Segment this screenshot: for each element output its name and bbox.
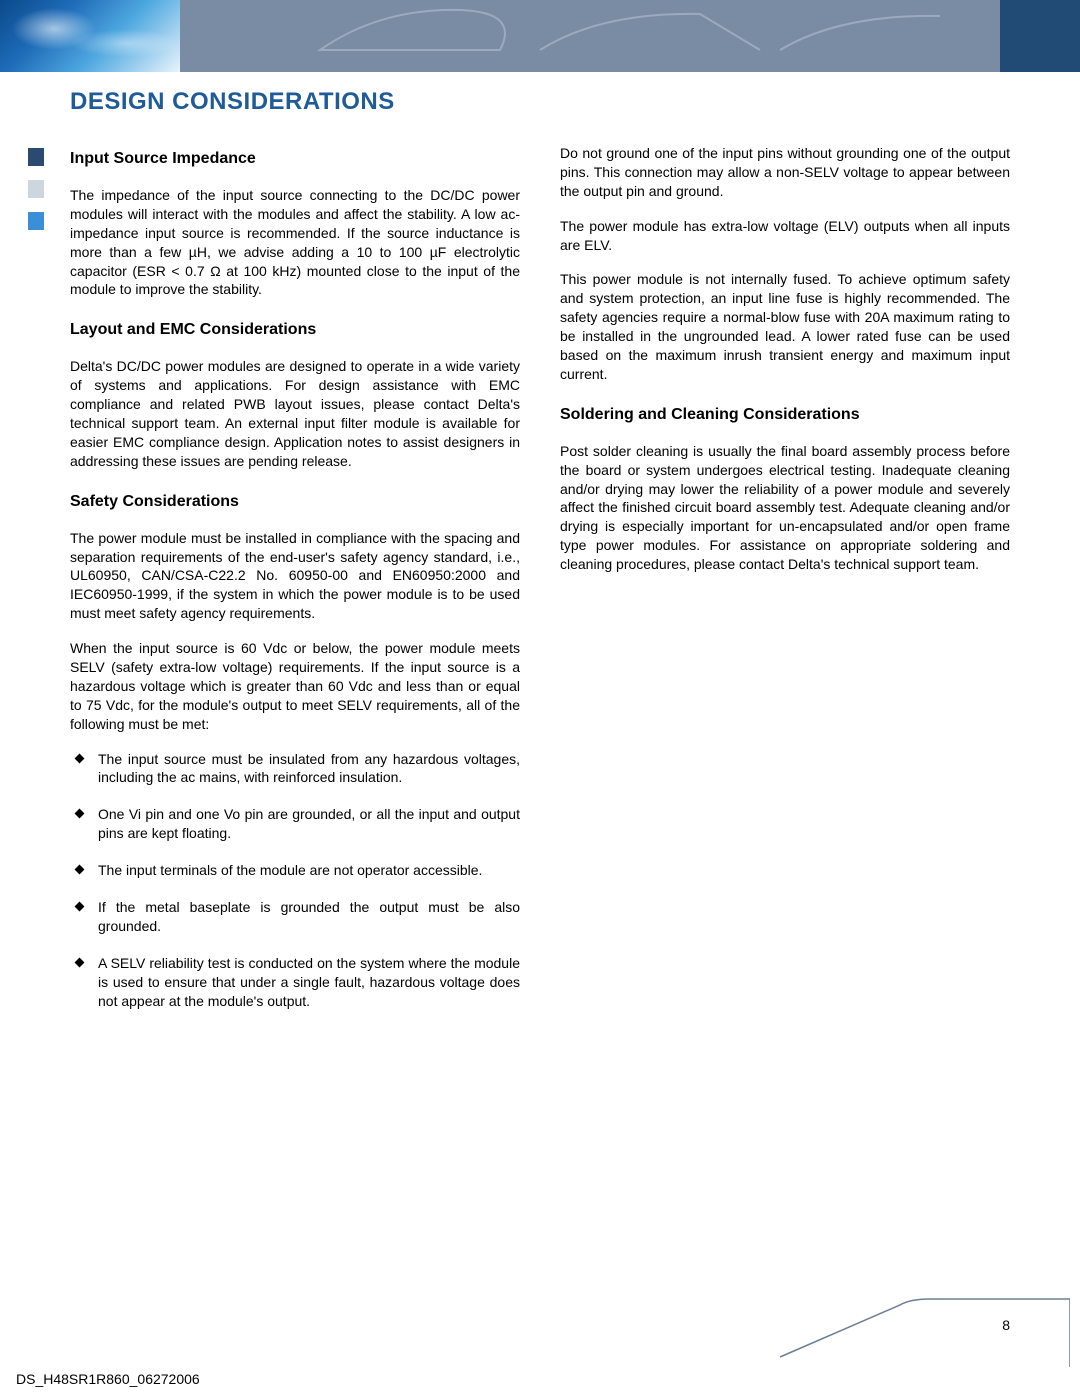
two-columns: Input Source Impedance The impedance of … xyxy=(70,144,1010,1029)
body-paragraph: This power module is not internally fuse… xyxy=(560,270,1010,383)
section-heading: Safety Considerations xyxy=(70,493,520,511)
page-number: 8 xyxy=(1002,1317,1010,1333)
bullet-list: The input source must be insulated from … xyxy=(70,750,520,1011)
list-item: A SELV reliability test is conducted on … xyxy=(94,954,520,1011)
body-paragraph: The impedance of the input source connec… xyxy=(70,186,520,299)
list-item: The input source must be insulated from … xyxy=(94,750,520,788)
footer-text: DS_H48SR1R860_06272006 xyxy=(16,1371,200,1387)
page-header xyxy=(0,0,1080,72)
side-tab xyxy=(28,148,44,166)
body-paragraph: The power module has extra-low voltage (… xyxy=(560,217,1010,255)
content-area: DESIGN CONSIDERATIONS Input Source Imped… xyxy=(70,88,1010,1029)
list-item: If the metal baseplate is grounded the o… xyxy=(94,898,520,936)
list-item: The input terminals of the module are no… xyxy=(94,861,520,880)
body-paragraph: Do not ground one of the input pins with… xyxy=(560,144,1010,201)
right-column: Do not ground one of the input pins with… xyxy=(560,144,1010,1029)
section-heading: Layout and EMC Considerations xyxy=(70,321,520,339)
body-paragraph: The power module must be installed in co… xyxy=(70,529,520,623)
side-tabs xyxy=(28,148,52,244)
body-paragraph: When the input source is 60 Vdc or below… xyxy=(70,639,520,733)
side-tab xyxy=(28,212,44,230)
section-heading: Soldering and Cleaning Considerations xyxy=(560,406,1010,424)
header-right-block xyxy=(1000,0,1080,72)
page-title: DESIGN CONSIDERATIONS xyxy=(70,88,1010,116)
body-paragraph: Delta's DC/DC power modules are designed… xyxy=(70,357,520,470)
side-tab xyxy=(28,180,44,198)
section-heading: Input Source Impedance xyxy=(70,150,520,168)
page-corner-decoration: 8 xyxy=(770,1297,1070,1367)
body-paragraph: Post solder cleaning is usually the fina… xyxy=(560,442,1010,574)
header-mid-bar xyxy=(180,0,1000,72)
header-graphic xyxy=(0,0,180,72)
left-column: Input Source Impedance The impedance of … xyxy=(70,144,520,1029)
list-item: One Vi pin and one Vo pin are grounded, … xyxy=(94,805,520,843)
